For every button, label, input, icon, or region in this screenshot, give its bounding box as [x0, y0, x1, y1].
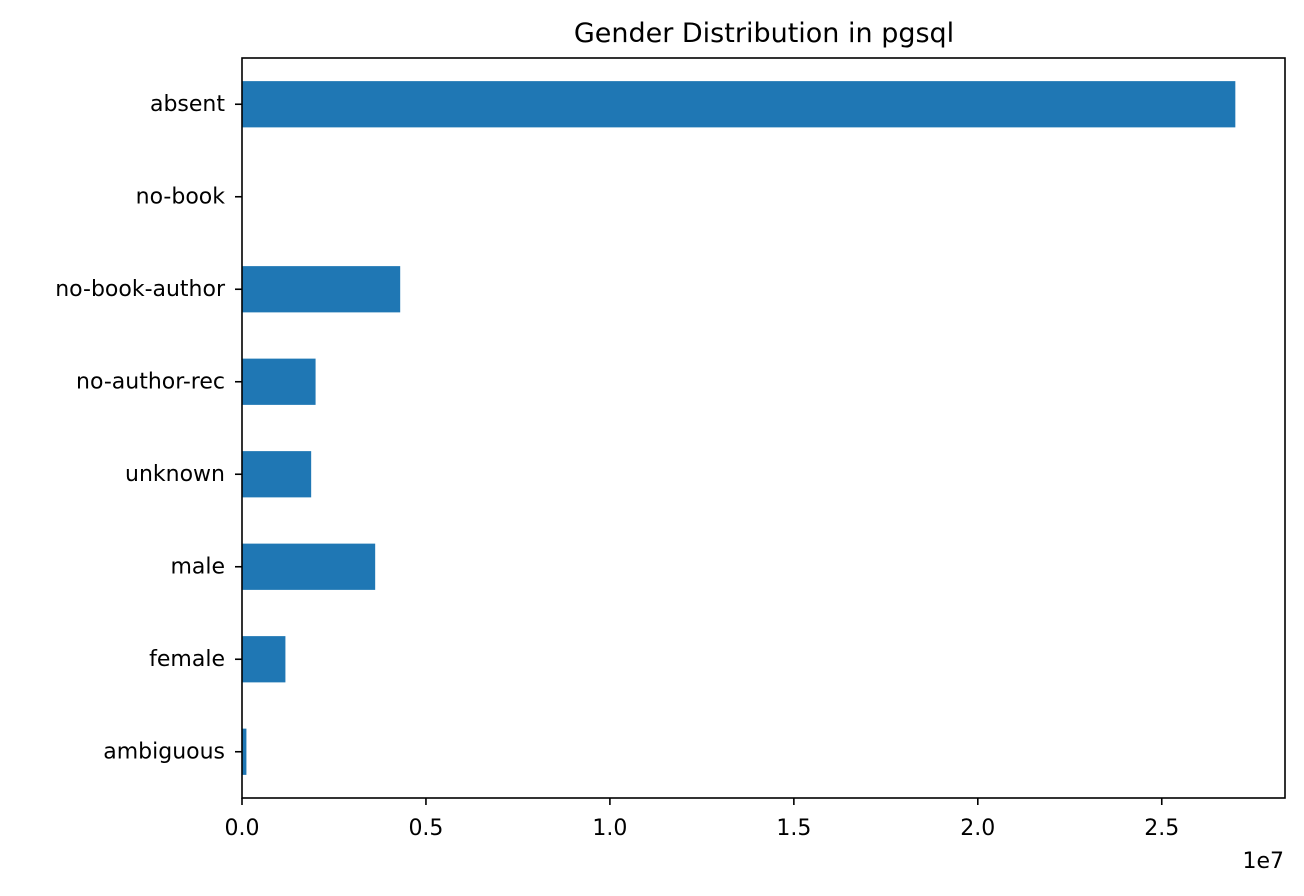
x-tick-label: 2.5: [1144, 816, 1179, 841]
x-axis: 0.0 0.5 1.0 1.5 2.0 2.5: [225, 798, 1179, 841]
x-axis-offset-label: 1e7: [1242, 849, 1284, 874]
chart-title: Gender Distribution in pgsql: [574, 18, 954, 49]
bar-no-author-rec: [242, 358, 316, 405]
bar-no-book-author: [242, 266, 401, 313]
y-tick-label: female: [149, 647, 225, 672]
x-tick-label: 0.0: [225, 816, 260, 841]
bar-unknown: [242, 451, 312, 498]
bar-female: [242, 636, 286, 683]
y-tick-label: no-book: [136, 184, 226, 209]
x-tick-label: 1.5: [776, 816, 811, 841]
y-tick-label: no-author-rec: [76, 369, 225, 394]
x-tick-label: 1.0: [592, 816, 627, 841]
x-tick-label: 0.5: [408, 816, 443, 841]
bar-absent: [242, 81, 1236, 128]
y-tick-label: absent: [150, 92, 225, 117]
y-tick-label: no-book-author: [55, 277, 226, 302]
y-tick-label: ambiguous: [103, 739, 225, 764]
bars-group: [242, 81, 1236, 775]
bar-ambiguous: [242, 728, 247, 775]
x-tick-label: 2.0: [960, 816, 995, 841]
y-tick-label: male: [170, 554, 225, 579]
plot-frame: [241, 57, 1286, 799]
y-axis: absent no-book no-book-author no-author-rec…: [55, 92, 242, 764]
bar-male: [242, 543, 376, 590]
y-tick-label: unknown: [125, 462, 225, 487]
